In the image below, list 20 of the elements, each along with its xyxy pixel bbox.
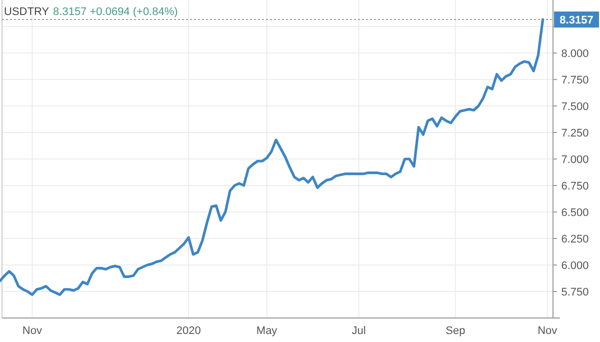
y-tick-label: 6.000 bbox=[561, 260, 589, 272]
text: 8.3157 +0.0694 (+0.84%) bbox=[53, 6, 178, 18]
x-tick-label: 2020 bbox=[176, 325, 201, 337]
text: USDTRY bbox=[4, 6, 50, 18]
x-tick-label: Sep bbox=[446, 325, 466, 337]
y-tick-label: 7.250 bbox=[561, 127, 589, 140]
line-series bbox=[0, 18, 544, 296]
data-label: 8.3157 bbox=[560, 14, 594, 26]
x-tick-label: Jul bbox=[352, 325, 366, 337]
y-tick-label: 8.000 bbox=[561, 48, 589, 60]
x-tick-label: Nov bbox=[538, 325, 558, 337]
y-tick-label: 6.750 bbox=[561, 180, 589, 192]
x-tick-label: Nov bbox=[22, 325, 42, 337]
y-tick-label: 7.500 bbox=[561, 100, 589, 113]
y-tick-label: 5.750 bbox=[561, 286, 589, 298]
y-tick-label: 6.250 bbox=[561, 233, 589, 246]
y-tick-label: 7.000 bbox=[561, 154, 589, 166]
x-tick-label: May bbox=[256, 325, 278, 337]
y-tick-label: 6.500 bbox=[561, 206, 589, 219]
y-tick-label: 7.750 bbox=[561, 74, 589, 86]
